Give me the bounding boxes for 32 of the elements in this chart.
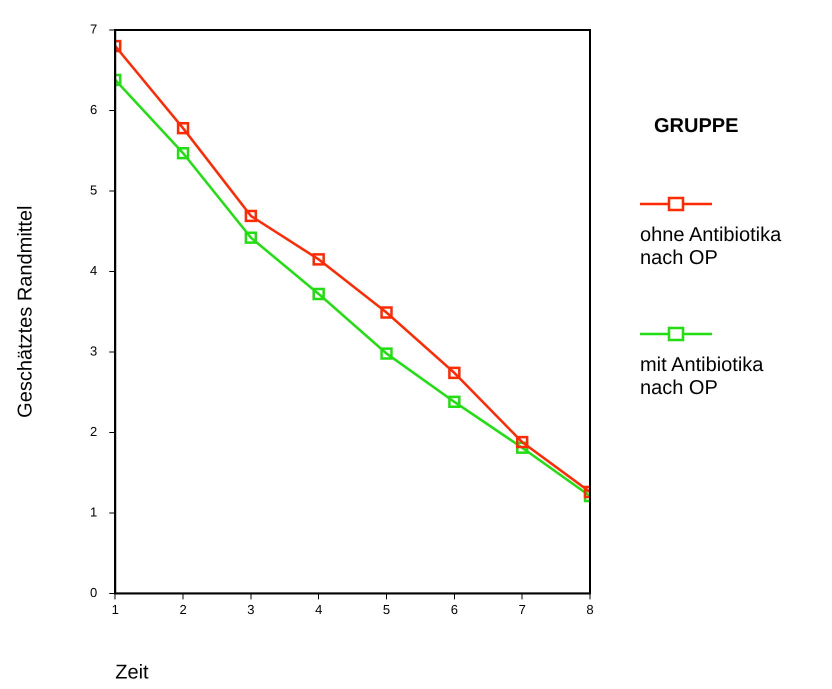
y-tick-label: 6 xyxy=(90,102,98,118)
point xyxy=(312,253,325,266)
x-tick-label: 4 xyxy=(315,602,322,617)
point xyxy=(176,146,190,160)
x-tick-label: 3 xyxy=(247,602,254,617)
y-tick-label: 1 xyxy=(90,504,98,520)
y-tick-label: 4 xyxy=(90,263,98,278)
point xyxy=(176,122,190,134)
x-tick-label: 5 xyxy=(382,602,390,617)
legend-label: mit Antibiotika nach OP xyxy=(640,354,764,400)
point xyxy=(244,210,258,222)
y-tick-label: 3 xyxy=(90,344,98,359)
x-tick-label: 7 xyxy=(518,602,526,617)
point xyxy=(244,231,258,244)
x-tick-label: 6 xyxy=(450,602,458,617)
point xyxy=(380,306,393,319)
y-tick-label: 7 xyxy=(90,22,98,37)
x-tick-label: 1 xyxy=(112,602,119,617)
y-tick-label: 0 xyxy=(90,584,98,600)
y-tick-label: 2 xyxy=(90,424,98,440)
y-tick-label: 5 xyxy=(90,182,98,198)
point xyxy=(448,396,461,408)
x-tick-label: 8 xyxy=(586,602,594,617)
point xyxy=(448,366,461,380)
x-axis-title: Zeit xyxy=(115,662,150,684)
point xyxy=(516,436,528,448)
y-axis-title: Geschätztes Randmittel xyxy=(14,206,37,418)
x-tick-label: 2 xyxy=(179,602,187,617)
legend-label: ohne Antibiotika nach OP xyxy=(640,224,782,270)
point xyxy=(312,288,325,300)
point xyxy=(380,347,393,360)
legend-title: GRUPPE xyxy=(654,115,740,138)
